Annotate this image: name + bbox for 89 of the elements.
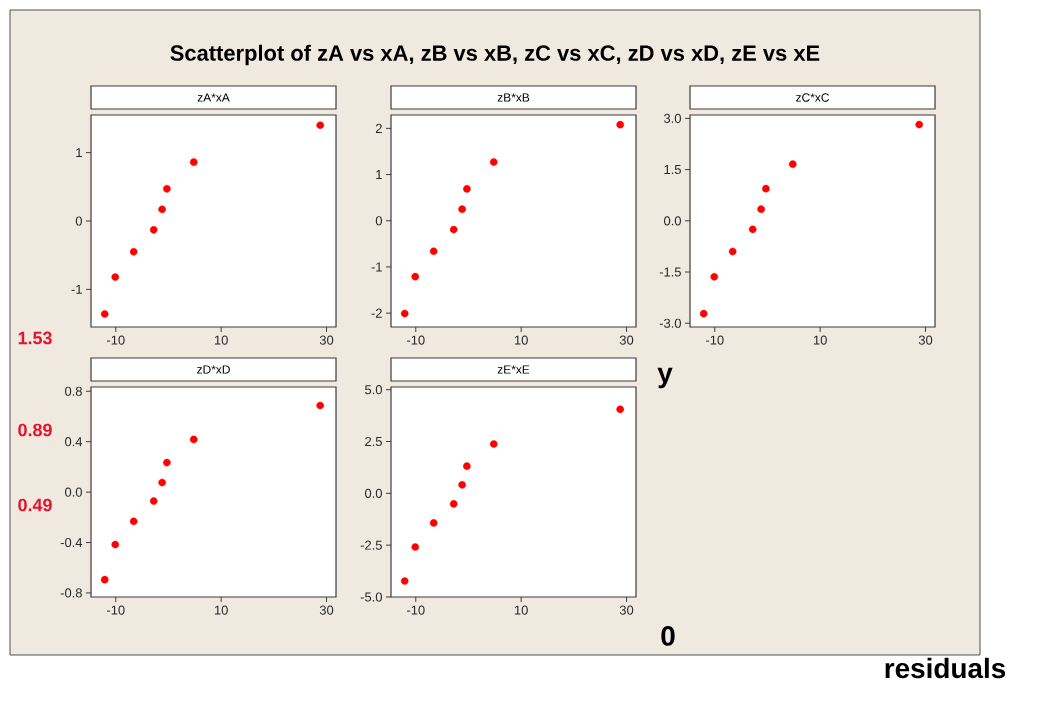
x-tick-label: 30	[319, 605, 334, 615]
point	[189, 435, 198, 444]
chart-title: zA*xA	[197, 93, 230, 102]
y-tick-label: 1	[376, 170, 382, 180]
y-tick-label: 0.4	[64, 437, 83, 447]
x-tick-label: -10	[406, 605, 425, 615]
point	[762, 184, 770, 193]
point	[400, 309, 409, 318]
y-tick-label: 2	[375, 123, 382, 133]
point	[100, 310, 109, 318]
point	[489, 440, 498, 448]
point	[429, 519, 438, 527]
point	[149, 497, 158, 505]
point	[463, 185, 471, 193]
y-tick-label: -0.8	[60, 588, 82, 598]
x-tick-label: -10	[106, 605, 125, 615]
x-tick-label: -10	[705, 335, 724, 345]
x-tick-label: 30	[319, 335, 334, 345]
y-tick-label: -1	[371, 262, 382, 272]
point	[616, 405, 624, 414]
x-tick-label: 10	[514, 335, 528, 345]
text: residuals	[885, 657, 1006, 679]
point	[458, 481, 466, 489]
point	[788, 160, 797, 168]
point	[163, 458, 171, 467]
y-tick-label: 0.0	[364, 488, 382, 498]
y-tick-label: -1.5	[659, 267, 681, 277]
y-tick-label: 0.0	[64, 487, 82, 497]
y-tick-label: 2.5	[365, 436, 382, 447]
y-tick-label: -3.0	[659, 318, 681, 328]
point	[316, 401, 324, 410]
point	[158, 478, 166, 487]
x-tick-label: 10	[214, 605, 228, 615]
point	[316, 121, 324, 130]
x-tick-label: -10	[406, 335, 425, 345]
chart-title: zC*xC	[796, 93, 829, 102]
point	[111, 540, 120, 549]
point	[915, 120, 924, 129]
text: 0.89	[18, 423, 52, 437]
point	[463, 462, 471, 470]
x-tick-label: 10	[214, 335, 228, 345]
y-tick-label: 0.0	[663, 216, 681, 226]
point	[411, 543, 420, 551]
text: y	[657, 367, 673, 389]
point	[429, 247, 438, 256]
x-tick-label: 30	[619, 335, 634, 345]
text: Scatterplot of zA vs xA, zB vs xB, zC vs xC, zD vs xD, zE vs xE	[170, 44, 820, 66]
x-tick-label: 10	[813, 335, 827, 345]
chart-title: zE*xE	[497, 365, 530, 374]
y-tick-label: 3.0	[663, 113, 681, 123]
chart-title: zB*xB	[497, 93, 530, 102]
point	[748, 225, 757, 234]
y-tick-label: -0.4	[60, 537, 83, 548]
x-tick-label: 10	[514, 605, 528, 615]
x-tick-label: 30	[918, 335, 933, 345]
point	[449, 500, 458, 508]
y-tick-label: -5.0	[360, 592, 382, 602]
point	[100, 575, 109, 584]
point	[728, 247, 737, 256]
point	[189, 158, 198, 166]
point	[710, 273, 719, 281]
point	[158, 205, 166, 214]
point	[757, 205, 765, 213]
y-tick-label: 0.8	[64, 386, 82, 396]
y-tick-label: 0	[375, 216, 382, 226]
point	[449, 225, 458, 234]
point	[111, 273, 120, 281]
point	[149, 226, 158, 234]
y-tick-label: 1	[76, 148, 82, 158]
y-tick-label: 1.5	[664, 165, 681, 175]
point	[400, 577, 409, 585]
y-tick-label: -1	[71, 284, 82, 294]
point	[489, 158, 498, 166]
point	[129, 247, 138, 256]
text: 0.49	[18, 498, 52, 512]
y-tick-label: -2.5	[360, 540, 382, 550]
point	[616, 120, 624, 129]
x-tick-label: 30	[619, 605, 634, 615]
text: 1.53	[18, 331, 52, 345]
y-tick-label: 5.0	[365, 385, 382, 395]
point	[163, 185, 171, 193]
y-tick-label: -2	[371, 308, 382, 318]
point	[411, 272, 420, 281]
x-tick-label: -10	[106, 335, 125, 345]
point	[458, 205, 466, 213]
y-tick-label: 0	[75, 216, 82, 226]
point	[129, 517, 138, 526]
point	[699, 309, 708, 318]
chart-title: zD*xD	[197, 365, 230, 374]
